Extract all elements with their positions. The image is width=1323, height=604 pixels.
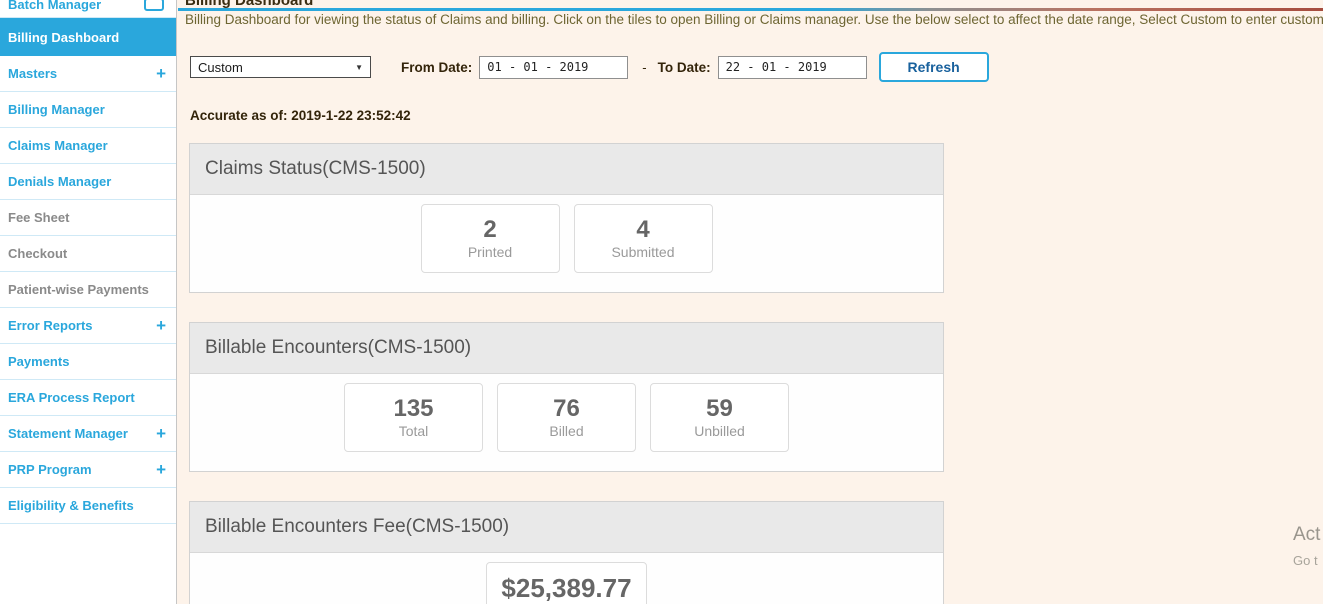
watermark-line1: Act: [1293, 524, 1321, 545]
dashboard-panels: Claims Status(CMS-1500) 2 Printed 4 Subm…: [189, 143, 944, 604]
from-date-label: From Date:: [401, 59, 473, 75]
printed-claims-tile[interactable]: 2 Printed: [420, 204, 560, 273]
expand-plus-icon[interactable]: +: [156, 424, 166, 443]
tile-value: 59: [706, 394, 733, 422]
date-range-controls: Custom ▼ From Date: - To Date: Refresh: [190, 52, 1323, 82]
tile-label: Billed: [549, 423, 584, 440]
title-underline: [178, 8, 1323, 11]
billable-encounters-panel: Billable Encounters(CMS-1500) 135 Total …: [189, 322, 944, 472]
unbilled-encounters-tile[interactable]: 59 Unbilled: [650, 383, 789, 452]
tile-label: Printed: [467, 244, 513, 261]
tile-value: 4: [636, 215, 650, 243]
page-description: Billing Dashboard for viewing the status…: [185, 12, 1323, 27]
sidebar-item-claims-manager[interactable]: Claims Manager: [0, 128, 176, 164]
date-separator: -: [642, 59, 647, 75]
expand-plus-icon[interactable]: +: [156, 316, 166, 335]
claims-status-tiles: 2 Printed 4 Submitted: [190, 195, 943, 292]
sidebar-item-label: ERA Process Report: [8, 390, 135, 405]
sidebar-item-error-reports[interactable]: Error Reports +: [0, 308, 176, 344]
accurate-as-of-status: Accurate as of: 2019-1-22 23:52:42: [190, 108, 411, 123]
total-encounters-tile[interactable]: 135 Total: [344, 383, 483, 452]
sidebar-item-prp-program[interactable]: PRP Program +: [0, 452, 176, 488]
billable-encounters-panel-title[interactable]: Billable Encounters(CMS-1500): [190, 323, 943, 374]
sidebar-item-batch-manager[interactable]: Batch Manager: [0, 0, 176, 18]
tile-label: Unbilled: [694, 423, 745, 440]
sidebar-item-label: Patient-wise Payments: [8, 282, 149, 297]
watermark-line2: Go t: [1293, 553, 1318, 568]
chevron-down-icon: ▼: [355, 62, 363, 72]
sidebar-item-eligibility-benefits[interactable]: Eligibility & Benefits: [0, 488, 176, 524]
sidebar-item-era-process-report[interactable]: ERA Process Report: [0, 380, 176, 416]
expand-plus-icon[interactable]: +: [156, 460, 166, 479]
sidebar-item-label: Statement Manager: [8, 426, 128, 441]
sidebar-item-denials-manager[interactable]: Denials Manager: [0, 164, 176, 200]
sidebar-item-label: Billing Dashboard: [8, 29, 120, 45]
billable-encounters-tiles: 135 Total 76 Billed 59 Unbilled: [190, 374, 943, 471]
to-date-input[interactable]: [717, 55, 867, 79]
billed-encounters-tile[interactable]: 76 Billed: [497, 383, 636, 452]
date-range-select-value: Custom: [198, 59, 243, 75]
activate-windows-watermark: Act Go t: [1293, 524, 1320, 568]
sidebar-item-payments[interactable]: Payments: [0, 344, 176, 380]
sidebar-item-masters[interactable]: Masters +: [0, 56, 176, 92]
claims-status-panel: Claims Status(CMS-1500) 2 Printed 4 Subm…: [189, 143, 944, 293]
sidebar-item-checkout[interactable]: Checkout: [0, 236, 176, 272]
submitted-claims-tile[interactable]: 4 Submitted: [573, 204, 713, 273]
billable-encounters-fee-panel-title[interactable]: Billable Encounters Fee(CMS-1500): [190, 502, 943, 553]
sidebar-item-label: Claims Manager: [8, 138, 108, 153]
sidebar-item-billing-dashboard[interactable]: Billing Dashboard: [0, 18, 176, 56]
sidebar-item-label: Payments: [8, 354, 70, 369]
batch-manager-panel-icon: [144, 0, 164, 11]
sidebar-item-label: Billing Manager: [8, 102, 105, 117]
sidebar-item-label: Batch Manager: [8, 0, 102, 12]
sidebar-item-label: PRP Program: [8, 462, 92, 477]
sidebar-item-label: Masters: [8, 66, 58, 81]
to-date-label: To Date:: [657, 59, 711, 75]
tile-value: 76: [553, 394, 580, 422]
sidebar-item-label: Error Reports: [8, 318, 93, 333]
tile-label: Total: [398, 423, 429, 440]
tile-label: Submitted: [611, 244, 675, 261]
sidebar-item-label: Checkout: [8, 246, 68, 261]
tile-value: $25,389.77: [501, 572, 632, 603]
sidebar-item-label: Denials Manager: [8, 174, 112, 189]
date-range-select[interactable]: Custom ▼: [190, 56, 371, 78]
sidebar-item-fee-sheet[interactable]: Fee Sheet: [0, 200, 176, 236]
billable-encounters-fee-tiles: $25,389.77 Total: [190, 553, 943, 604]
sidebar-item-patient-wise-payments[interactable]: Patient-wise Payments: [0, 272, 176, 308]
sidebar-item-statement-manager[interactable]: Statement Manager +: [0, 416, 176, 452]
sidebar: Batch Manager Billing Dashboard Masters …: [0, 0, 177, 604]
expand-plus-icon[interactable]: +: [156, 64, 166, 83]
tile-value: 135: [393, 394, 434, 422]
refresh-button[interactable]: Refresh: [878, 52, 989, 82]
page-title: Billing Dashboard: [185, 0, 1323, 8]
main-content: Billing Dashboard Billing Dashboard for …: [178, 0, 1323, 604]
billable-encounters-fee-panel: Billable Encounters Fee(CMS-1500) $25,38…: [189, 501, 944, 604]
sidebar-item-label: Eligibility & Benefits: [8, 498, 134, 513]
sidebar-item-label: Fee Sheet: [8, 210, 70, 225]
claims-status-panel-title[interactable]: Claims Status(CMS-1500): [190, 144, 943, 195]
sidebar-item-billing-manager[interactable]: Billing Manager: [0, 92, 176, 128]
from-date-input[interactable]: [479, 55, 629, 79]
total-fee-tile[interactable]: $25,389.77 Total: [486, 562, 647, 604]
page-title-container: Billing Dashboard: [178, 0, 1323, 8]
tile-value: 2: [483, 215, 497, 243]
